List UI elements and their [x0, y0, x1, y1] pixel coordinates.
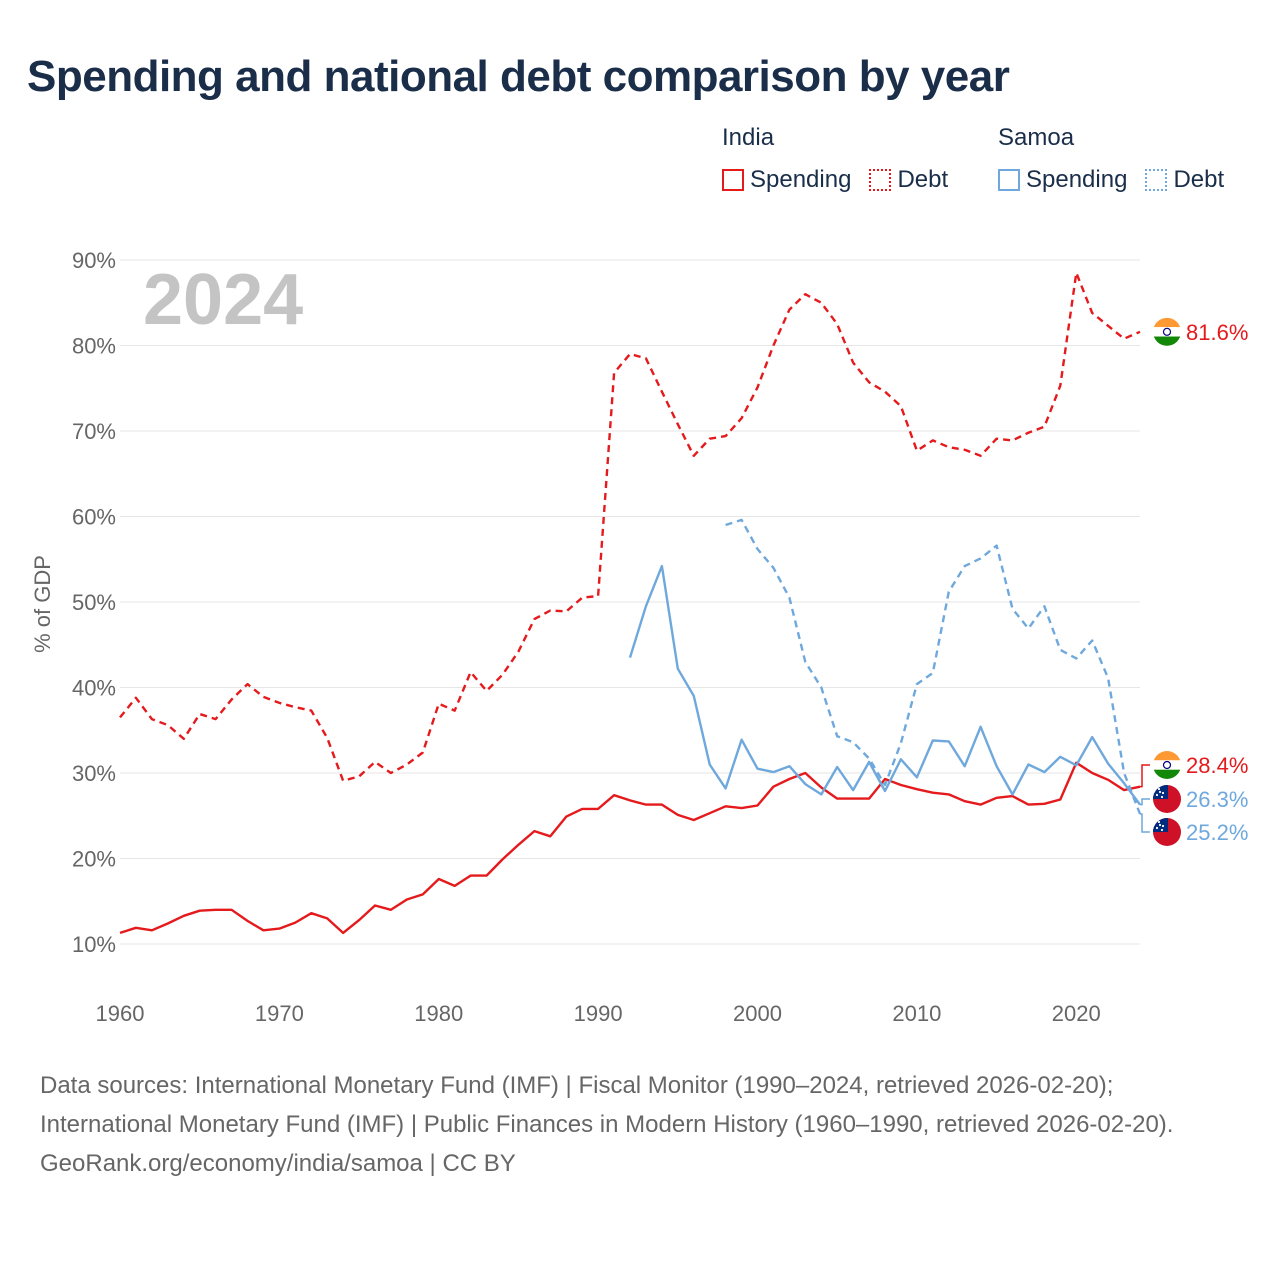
end-value-label: 25.2%: [1186, 820, 1248, 845]
x-tick-label: 1990: [574, 1001, 623, 1026]
legend-india-name: India: [722, 124, 775, 151]
legend-samoa: Samoa Spending Debt: [998, 124, 1242, 194]
y-tick-label: 20%: [72, 847, 116, 872]
y-tick-label: 40%: [72, 676, 116, 701]
dotted-line-swatch-icon: [1145, 169, 1168, 191]
dotted-line-swatch-icon: [869, 169, 892, 191]
end-value-label: 28.4%: [1186, 753, 1248, 778]
end-label-connector: [1140, 764, 1150, 788]
x-tick-label: 2010: [892, 1001, 941, 1026]
y-tick-label: 60%: [72, 505, 116, 530]
y-axis-label: % of GDP: [30, 555, 55, 653]
solid-line-swatch-icon: [722, 169, 744, 191]
footer: Data sources: International Monetary Fun…: [40, 1066, 1240, 1183]
end-value-label: 26.3%: [1186, 787, 1248, 812]
samoa-flag-icon: [1153, 818, 1181, 846]
legend-samoa-debt-label: Debt: [1173, 166, 1225, 193]
x-tick-label: 1980: [414, 1001, 463, 1026]
samoa-spending-line: [628, 564, 1141, 806]
legend-india-debt[interactable]: Debt: [869, 166, 948, 194]
chart-title: Spending and national debt comparison by…: [27, 52, 1010, 101]
credit-link[interactable]: GeoRank.org/economy/india/samoa | CC BY: [40, 1150, 516, 1177]
india-spending-line: [119, 761, 1141, 935]
end-value-label: 81.6%: [1186, 320, 1248, 345]
y-tick-label: 30%: [72, 761, 116, 786]
y-tick-label: 10%: [72, 932, 116, 957]
legend-india-spending-label: Spending: [750, 166, 852, 193]
legend-samoa-name: Samoa: [998, 124, 1075, 151]
legend-samoa-spending[interactable]: Spending: [998, 166, 1127, 194]
line-chart: 10% 20% 30% 40% 50% 60% 70% 80% 90% 1960 1970 1980 1…: [30, 248, 1248, 1026]
y-tick-label: 90%: [72, 248, 116, 273]
year-watermark: 2024: [143, 260, 303, 340]
samoa-debt-line: [725, 518, 1142, 815]
india-flag-icon: [1153, 751, 1181, 779]
legend-samoa-debt[interactable]: Debt: [1145, 166, 1224, 194]
x-tick-label: 1970: [255, 1001, 304, 1026]
samoa-flag-icon: [1153, 785, 1181, 813]
legend-india: India Spending Debt: [722, 124, 966, 194]
end-label-connector: [1140, 798, 1150, 806]
y-tick-label: 80%: [72, 334, 116, 359]
x-tick-label: 1960: [96, 1001, 145, 1026]
y-tick-label: 70%: [72, 419, 116, 444]
data-sources: Data sources: International Monetary Fun…: [40, 1072, 1174, 1138]
x-tick-label: 2000: [733, 1001, 782, 1026]
solid-line-swatch-icon: [998, 169, 1020, 191]
legend-india-debt-label: Debt: [897, 166, 949, 193]
end-label-connector: [1140, 813, 1150, 833]
india-debt-line: [119, 271, 1141, 782]
y-tick-label: 50%: [72, 590, 116, 615]
x-tick-label: 2020: [1052, 1001, 1101, 1026]
legend-samoa-spending-label: Spending: [1026, 166, 1128, 193]
legend-india-spending[interactable]: Spending: [722, 166, 851, 194]
india-flag-icon: [1153, 317, 1181, 346]
